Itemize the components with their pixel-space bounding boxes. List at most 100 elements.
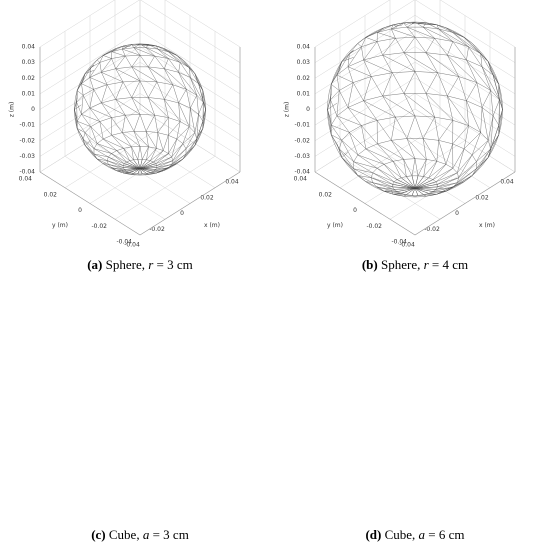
mesh-edge [93,143,98,149]
mesh-edge [157,132,164,151]
grid-line [415,442,515,505]
mesh-edge [89,89,94,109]
mesh-edge [81,95,84,115]
mesh-edge [76,102,82,115]
mesh-edge [89,62,100,78]
mesh-edge [361,37,367,47]
mesh-edge [390,270,490,333]
mesh-edge [101,102,126,116]
mesh-edge [85,70,95,74]
mesh-edge [196,114,199,140]
mesh-edge [437,172,458,185]
mesh-edge [315,364,415,427]
mesh-edge [371,72,393,77]
x-tick-label: 0 [130,512,134,519]
mesh-edge [140,442,190,474]
mesh-edge [176,121,181,140]
mesh-edge [148,66,165,69]
mesh-edge [414,22,427,24]
mesh-edge [411,158,416,176]
mesh-edge [417,175,424,177]
mesh-edge [178,72,197,96]
mesh-edge [107,84,116,100]
x-tick-label: 0.03 [450,480,464,487]
mesh-edge [349,125,362,133]
mesh-edge [172,84,187,90]
grid-line [139,30,241,95]
mesh-edge [189,67,199,84]
z-tick-label: 0 [306,439,310,446]
mesh-edge [341,140,354,162]
mesh-edge [172,148,187,161]
grid-line [140,358,240,421]
mesh-edge [315,426,415,489]
grid-line [415,337,515,400]
y-tick-label: 0.03 [69,477,83,484]
mesh-edge [123,148,134,160]
mesh-edge [349,132,367,149]
mesh-edge [81,77,90,84]
mesh-edge [347,59,364,67]
mesh-edge [90,443,140,474]
mesh-edge [140,427,190,459]
mesh-edge [466,100,483,108]
mesh-edge [437,72,448,96]
mesh-edge [488,148,491,158]
cube-face [90,411,140,505]
mesh-edge [415,333,515,396]
mesh-edge [377,116,396,121]
mesh-edge [83,89,94,96]
mesh-edge [89,72,102,78]
mesh-edge [81,114,100,122]
mesh-edge [432,189,437,192]
mesh-edge [90,431,121,450]
z-tick-label: 0.01 [297,418,311,425]
y-tick-label: 0.04 [19,176,33,183]
mesh-edge [436,140,439,162]
mesh-edge [115,395,165,427]
mesh-edge [434,117,439,141]
mesh-edge [146,131,158,133]
z-tick-label: -0.03 [19,153,35,160]
mesh-edge [452,41,469,47]
mesh-edge [77,121,91,127]
mesh-edge [178,102,191,109]
z-tick-label: -0.02 [19,137,35,144]
mesh-edge [339,82,354,91]
mesh-edge [331,124,350,133]
mesh-edge [363,59,393,73]
mesh-edge [377,38,396,42]
mesh-edge [81,67,91,84]
mesh-edge [383,164,402,178]
mesh-edge [194,73,204,91]
mesh-edge [116,150,130,161]
mesh-edge [97,55,104,61]
mesh-edge [472,154,477,162]
mesh-edge [417,195,427,197]
mesh-edge [394,188,416,190]
mesh-edge [189,67,196,74]
grid-line [39,30,141,95]
mesh-edge [140,489,153,497]
mesh-edge [131,97,141,115]
mesh-edge [403,159,407,177]
cube-mesh [90,380,190,506]
mesh-edge [150,160,154,163]
mesh-edge [139,168,156,170]
panel: -0.04-0.0200.020.04-0.04-0.0200.020.04-0… [284,0,516,249]
mesh-edge [123,45,127,49]
mesh-edge [111,153,125,164]
mesh-edge [452,168,477,188]
grid-line [314,0,415,63]
mesh-edge [382,72,393,96]
mesh-edge [382,54,416,72]
mesh-edge [377,168,398,180]
grid-line [139,77,241,141]
grid-line [140,317,240,380]
mesh-edge [498,99,500,126]
mesh-edge [315,348,415,411]
mesh-edge [415,380,515,442]
mesh-edge [341,140,358,156]
mesh-edge [165,427,190,443]
mesh-edge [428,191,434,194]
